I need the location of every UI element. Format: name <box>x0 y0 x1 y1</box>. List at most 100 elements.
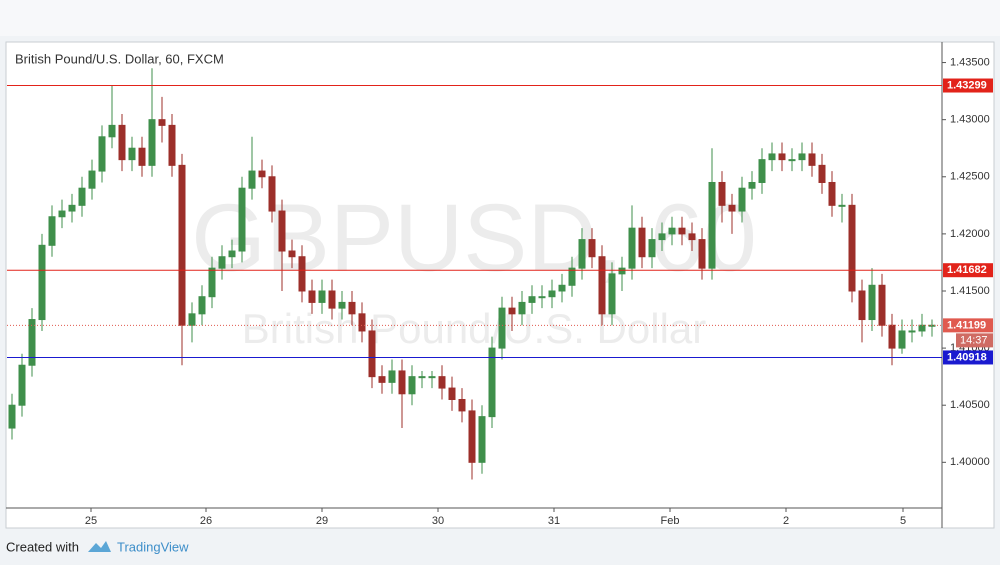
candle-body <box>868 284 876 321</box>
candle-body <box>708 181 716 269</box>
candle-body <box>838 204 846 207</box>
candle-body <box>908 330 916 333</box>
chart-title: British Pound/U.S. Dollar, 60, FXCM <box>15 51 224 66</box>
candle-body <box>898 330 906 349</box>
candle-body <box>338 301 346 309</box>
candle-body <box>288 250 296 258</box>
candle-body <box>438 376 446 389</box>
plot <box>7 68 942 480</box>
candle-body <box>368 330 376 378</box>
candle-body <box>808 153 816 166</box>
candle-body <box>858 290 866 321</box>
candle-body <box>238 187 246 252</box>
level-label: 1.41199 <box>947 319 986 331</box>
footer-prefix: Created with <box>6 539 79 554</box>
candle-body <box>138 147 146 166</box>
candle-body <box>108 124 116 138</box>
candle-body <box>648 239 656 258</box>
x-tick-label: 2 <box>783 515 789 527</box>
top-bar <box>0 0 1000 36</box>
candle-body <box>168 124 176 166</box>
candle-body <box>888 324 896 349</box>
candle-body <box>298 256 306 292</box>
candle-body <box>158 119 166 126</box>
candle-body <box>568 267 576 286</box>
candle-body <box>358 313 366 332</box>
candle-body <box>688 233 696 241</box>
level-label: 1.43299 <box>947 79 987 91</box>
x-tick-label: 26 <box>200 515 212 527</box>
candle-body <box>468 410 476 463</box>
candle-body <box>348 301 356 315</box>
candle-body <box>488 347 496 418</box>
candle-body <box>258 170 266 178</box>
candle-body <box>398 370 406 395</box>
candle-body <box>728 204 736 212</box>
x-tick-label: 31 <box>548 515 560 527</box>
candle-body <box>68 204 76 212</box>
candle-body <box>758 159 766 183</box>
candle-body <box>798 153 806 161</box>
countdown-box <box>956 333 993 348</box>
candle-body <box>178 164 186 326</box>
candle-body <box>748 181 756 189</box>
countdown-label: 14:37 <box>960 334 988 346</box>
y-tick-label: 1.43500 <box>950 56 990 68</box>
y-tick-label: 1.40500 <box>950 399 990 411</box>
candle-body <box>308 290 316 303</box>
candle-body <box>48 216 56 246</box>
watermark-subtitle: British Pound/U.S. Dollar <box>242 305 707 352</box>
candle-body <box>198 296 206 315</box>
candle-body <box>768 153 776 161</box>
candle-body <box>498 307 506 349</box>
candle-body <box>278 210 286 252</box>
candle-body <box>8 404 16 429</box>
candle-body <box>228 250 236 258</box>
y-tick-label: 1.43000 <box>950 114 990 126</box>
candle-body <box>918 324 926 332</box>
x-tick-label: 5 <box>900 515 906 527</box>
candle-body <box>588 239 596 258</box>
candle-body <box>118 124 126 161</box>
candle-body <box>88 170 96 189</box>
candle-body <box>218 256 226 269</box>
candle-body <box>128 147 136 161</box>
candle-body <box>628 227 636 269</box>
candle-body <box>818 164 826 183</box>
candle-body <box>448 387 456 400</box>
level-label: 1.41682 <box>947 264 987 276</box>
candle-body <box>658 233 666 241</box>
candle-body <box>788 159 796 162</box>
x-tick-label: 25 <box>85 515 97 527</box>
candle-body <box>208 267 216 298</box>
candle-body <box>78 187 86 206</box>
candle-body <box>558 284 566 292</box>
candle-body <box>268 176 276 212</box>
candle-body <box>828 181 836 206</box>
footer-brand[interactable]: TradingView <box>117 539 189 554</box>
tradingview-logo <box>88 541 111 552</box>
x-tick-label: 30 <box>432 515 444 527</box>
y-tick-label: 1.40000 <box>950 456 990 468</box>
candle-body <box>698 239 706 269</box>
level-label-box <box>943 78 993 93</box>
candle-body <box>408 376 416 395</box>
candle-body <box>148 119 156 166</box>
candle-body <box>428 376 436 379</box>
candle-body <box>678 227 686 235</box>
candle-body <box>318 290 326 303</box>
candle-body <box>418 376 426 379</box>
candle-body <box>38 244 46 321</box>
level-label-box <box>943 263 993 278</box>
candle-body <box>248 170 256 189</box>
x-tick-label: Feb <box>661 515 680 527</box>
candle-body <box>778 153 786 161</box>
candle-body <box>548 290 556 298</box>
level-label-box <box>943 318 993 333</box>
candle-body <box>18 364 26 406</box>
candle-body <box>98 136 106 172</box>
candle-body <box>618 267 626 275</box>
y-tick-label: 1.41500 <box>950 285 990 297</box>
